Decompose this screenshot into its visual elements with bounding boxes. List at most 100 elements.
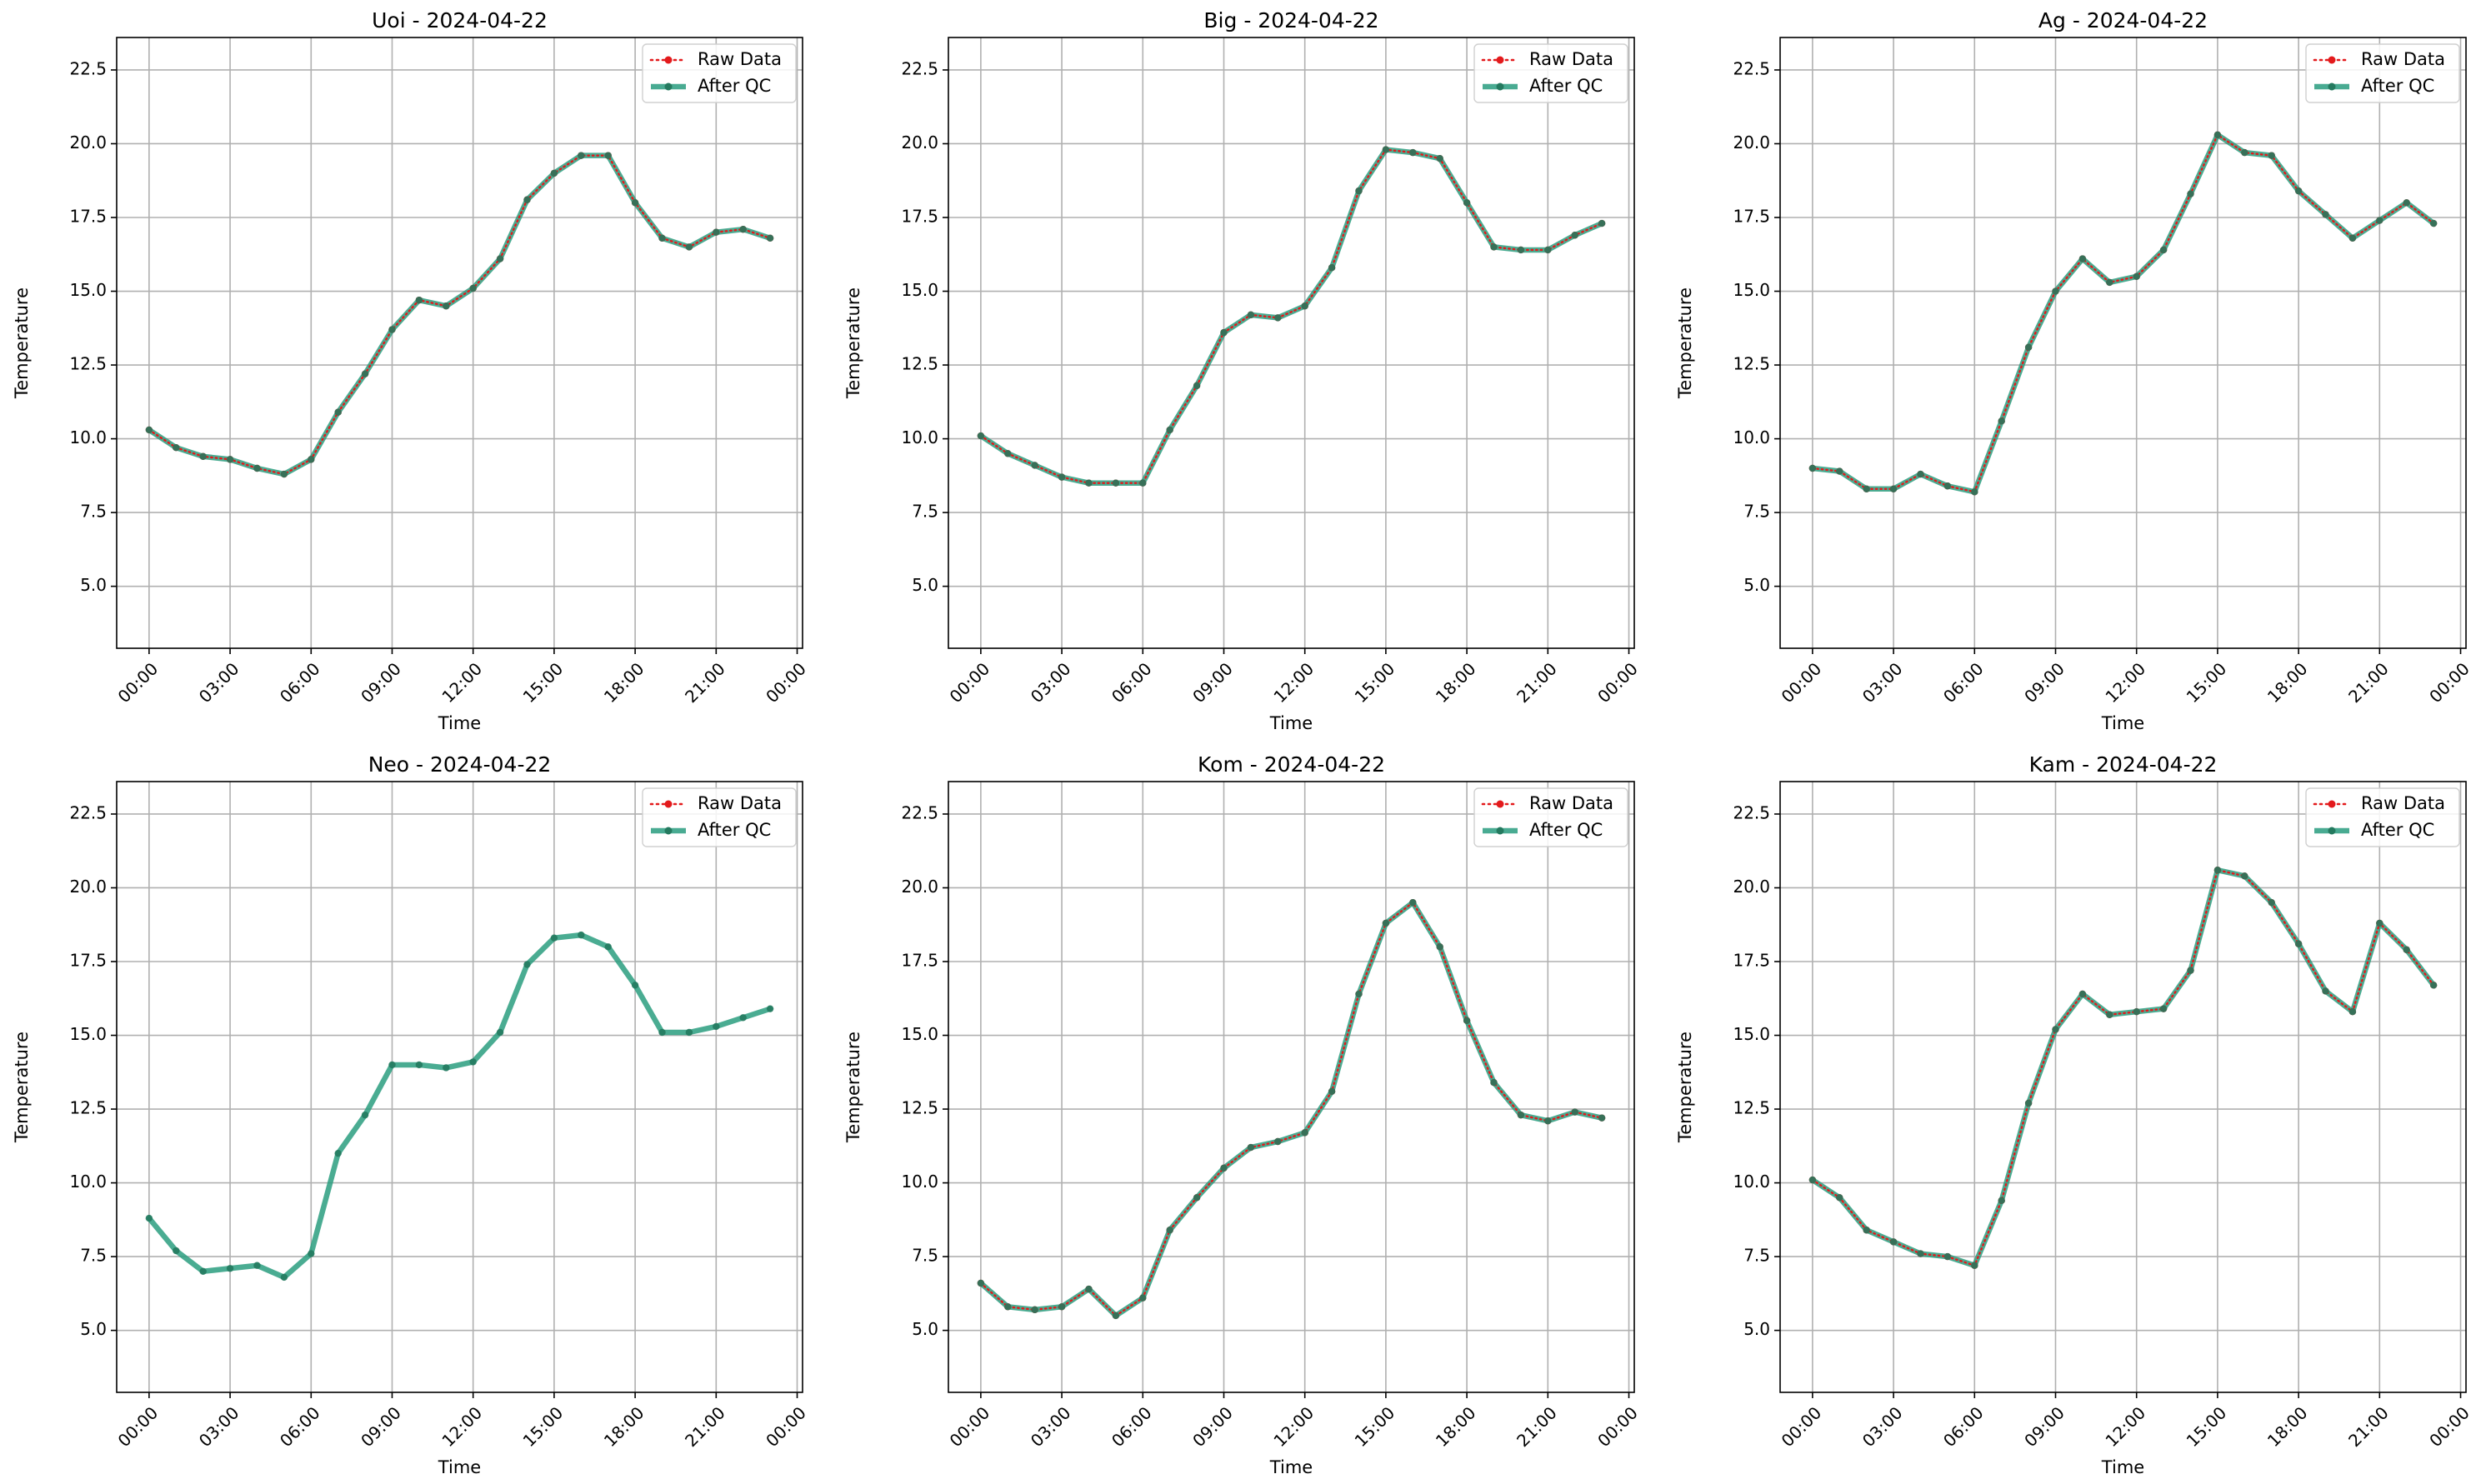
legend-raw-marker (2328, 800, 2336, 808)
after-qc-point (1409, 148, 1417, 157)
x-tick-label: 15:00 (1351, 658, 1399, 707)
x-tick-label: 00:00 (1593, 1402, 1642, 1451)
after-qc-point (1436, 943, 1443, 951)
after-qc-point (658, 234, 666, 242)
after-qc-point (977, 1279, 985, 1287)
after-qc-point (1490, 1078, 1498, 1087)
after-qc-point (685, 1028, 693, 1037)
x-tick-label: 21:00 (2344, 658, 2393, 707)
x-tick-label: 09:00 (1188, 658, 1237, 707)
x-tick-label: 00:00 (762, 658, 810, 707)
after-qc-point (1917, 470, 1924, 478)
after-qc-point (173, 1247, 180, 1255)
y-tick-label: 10.0 (901, 1172, 938, 1192)
after-qc-point (1004, 1303, 1012, 1311)
after-qc-point (550, 934, 558, 942)
x-tick-label: 03:00 (1027, 658, 1075, 707)
y-tick-label: 5.0 (912, 575, 938, 595)
raw-data-line (979, 148, 1603, 484)
after-qc-point (1301, 1129, 1308, 1137)
legend-qc-marker (664, 827, 673, 835)
subplot-6: 00:00 03:00 06:00 09:00 12:00 15:00 18:00 21:00… (1675, 752, 2473, 1477)
legend-qc-label: After QC (698, 820, 771, 840)
x-tick-label: 18:00 (1432, 1402, 1480, 1451)
x-tick-label: 12:00 (2101, 1402, 2149, 1451)
after-qc-point (1166, 426, 1173, 434)
after-qc-point (1247, 1143, 1255, 1152)
after-qc-point (578, 931, 585, 939)
y-tick-label: 10.0 (69, 427, 107, 447)
after-qc-point (631, 199, 639, 207)
y-tick-label: 7.5 (80, 502, 107, 522)
y-tick-label: 22.5 (69, 802, 107, 822)
after-qc-point (2024, 1099, 2033, 1107)
y-tick-label: 10.0 (1733, 427, 1770, 447)
after-qc-point (1836, 467, 1843, 475)
after-qc-point (604, 943, 612, 951)
y-tick-label: 12.5 (901, 1098, 938, 1118)
y-tick-label: 15.0 (69, 1024, 107, 1044)
y-tick-label: 15.0 (901, 1024, 938, 1044)
x-tick-label: 00:00 (946, 658, 994, 707)
y-axis-label: Temperature (1675, 1032, 1695, 1143)
x-tick-label: 00:00 (2425, 1402, 2473, 1451)
y-axis-label: Temperature (1675, 287, 1695, 399)
after-qc-point (713, 1022, 720, 1031)
y-tick-label: 12.5 (901, 354, 938, 374)
after-qc-point (1544, 1117, 1552, 1125)
after-qc-point (1971, 488, 1978, 496)
after-qc-point (1598, 219, 1606, 227)
x-tick-label: 18:00 (2263, 658, 2312, 707)
y-tick-label: 5.0 (80, 1319, 107, 1339)
after-qc-point (1274, 1137, 1282, 1146)
y-tick-label: 7.5 (80, 1246, 107, 1266)
chart-title: Big - 2024-04-22 (1203, 8, 1378, 32)
after-qc-point (1220, 1164, 1228, 1172)
after-qc-point (334, 1149, 342, 1157)
after-qc-point (2133, 272, 2140, 281)
after-qc-point (145, 426, 153, 434)
after-qc-point (199, 1267, 207, 1276)
y-tick-label: 22.5 (69, 58, 107, 78)
after-qc-point (685, 243, 693, 251)
x-tick-label: 12:00 (1269, 1402, 1318, 1451)
legend-raw-label: Raw Data (2361, 793, 2445, 813)
y-tick-label: 7.5 (912, 1246, 938, 1266)
y-tick-label: 20.0 (69, 132, 107, 152)
after-qc-point (1193, 1194, 1201, 1202)
after-qc-point (1031, 1306, 1038, 1314)
legend-qc-label: After QC (2361, 820, 2434, 840)
after-qc-point (766, 234, 774, 242)
y-axis-label: Temperature (843, 287, 863, 399)
plot-frame (1779, 781, 2467, 1393)
x-tick-label: 15:00 (2183, 1402, 2231, 1451)
y-tick-label: 20.0 (1733, 132, 1770, 152)
after-qc-point (308, 1250, 315, 1257)
chart-title: Kom - 2024-04-22 (1198, 752, 1385, 777)
after-qc-point (2133, 1008, 2140, 1016)
legend-qc-marker (2328, 82, 2336, 91)
x-tick-label: 18:00 (600, 1402, 648, 1451)
after-qc-point (1998, 1197, 2005, 1205)
after-qc-point (2187, 190, 2194, 197)
after-qc-point (2159, 1005, 2168, 1012)
after-qc-point (145, 1214, 153, 1222)
x-axis-label: Time (438, 713, 481, 733)
after-qc-point (2294, 187, 2303, 195)
after-qc-point (415, 296, 423, 304)
legend: Raw Data After QC (1473, 43, 1628, 103)
y-tick-label: 5.0 (912, 1319, 938, 1339)
after-qc-point (1463, 1017, 1471, 1025)
y-axis-label: Temperature (12, 1032, 32, 1143)
y-tick-label: 5.0 (1743, 575, 1770, 595)
x-tick-label: 21:00 (1513, 658, 1561, 707)
legend-qc-label: After QC (1529, 820, 1603, 840)
after-qc-point (2348, 1008, 2357, 1016)
y-tick-label: 20.0 (1733, 877, 1770, 897)
x-tick-label: 09:00 (357, 1402, 405, 1451)
after-qc-point (308, 456, 315, 463)
raw-data-line (1811, 133, 2435, 493)
legend-raw-marker (664, 56, 673, 64)
x-tick-label: 00:00 (114, 658, 163, 707)
x-tick-label: 12:00 (438, 658, 486, 707)
